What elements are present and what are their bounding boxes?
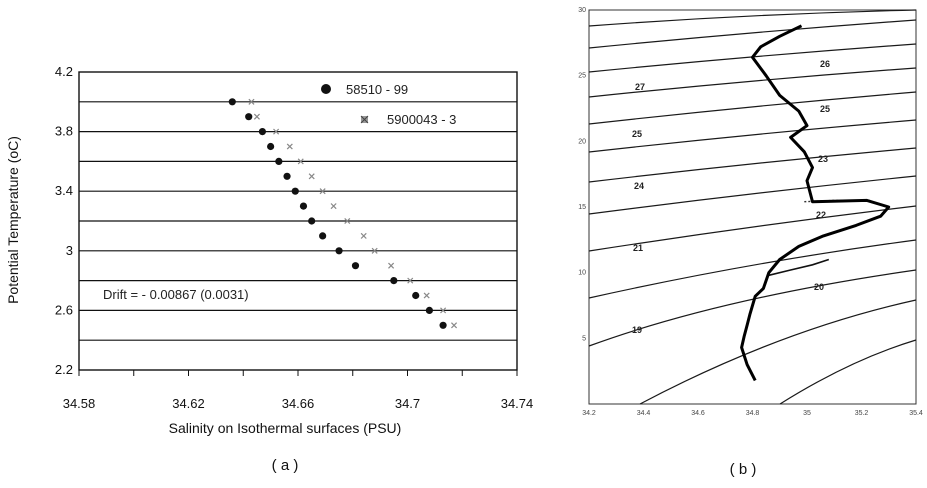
chart-b-y-ticks: 30 25 20 15 10 5 — [578, 7, 586, 342]
x-tick-label: 34.74 — [501, 396, 534, 411]
contour-label: 22 — [816, 210, 826, 220]
chart-b-isopycnals — [588, 9, 917, 405]
point-series-2 — [344, 217, 351, 225]
chart-b-ts-profile — [740, 24, 891, 382]
chart-b: 27 26 25 25 24 23 22 21 20 19 30 25 20 15 10… — [578, 7, 923, 478]
contour-label: 24 — [634, 181, 644, 191]
point-series-2 — [308, 173, 315, 180]
x-tick-label: 34.4 — [637, 410, 651, 417]
contour-label: 25 — [820, 104, 830, 114]
y-tick-label: 2.2 — [55, 362, 73, 377]
point-series-2 — [371, 247, 378, 254]
point-series-1 — [275, 157, 283, 165]
contour-label: 27 — [635, 82, 645, 92]
contour-label: 19 — [632, 325, 642, 335]
point-series-2 — [388, 262, 395, 269]
point-series-2 — [273, 128, 280, 135]
chart-b-contour-labels: 27 26 25 25 24 23 22 21 20 19 — [632, 59, 830, 335]
y-tick-label: 4.2 — [55, 64, 73, 79]
y-tick-label: 15 — [578, 204, 586, 211]
point-series-1 — [425, 306, 433, 314]
x-tick-label: 34.8 — [746, 410, 760, 417]
point-series-1 — [308, 217, 316, 225]
point-series-1 — [267, 142, 275, 151]
point-series-2 — [297, 158, 304, 165]
y-tick-label: 3 — [66, 243, 73, 258]
point-series-2 — [423, 292, 430, 299]
point-series-2 — [286, 143, 293, 150]
contour-label: 23 — [818, 154, 828, 164]
point-series-2 — [330, 203, 337, 210]
contour-label: 21 — [633, 243, 643, 253]
x-tick-label: 34.2 — [582, 410, 596, 417]
y-tick-label: 2.6 — [55, 302, 73, 317]
contour-label: 20 — [814, 282, 824, 292]
point-series-1 — [319, 232, 327, 240]
x-tick-label: 34.6 — [691, 410, 705, 417]
point-series-1 — [245, 113, 253, 121]
chart-a-x-ticks: 34.58 34.62 34.66 34.7 34.74 — [63, 370, 534, 411]
point-series-2 — [407, 277, 414, 284]
y-tick-label: 3.4 — [55, 183, 73, 198]
chart-a-legend: 58510 - 99 5900043 - 3 — [321, 82, 456, 127]
chart-a-y-axis-title: Potential Temperature (oC) — [5, 136, 21, 304]
chart-b-plot-frame — [588, 9, 917, 405]
chart-a-gridlines — [79, 101, 517, 341]
legend-label-series-1: 58510 - 99 — [346, 82, 408, 97]
x-tick-label: 35 — [803, 410, 811, 417]
y-tick-label: 3.8 — [55, 124, 73, 139]
chart-b-x-ticks: 34.2 34.4 34.6 34.8 35 35.2 35.4 — [582, 410, 923, 417]
contour-label: 26 — [820, 59, 830, 69]
point-series-1 — [228, 98, 236, 106]
legend-marker-series-1 — [321, 84, 331, 94]
x-tick-label: 35.2 — [855, 410, 869, 417]
legend-marker-series-2 — [360, 115, 369, 124]
y-tick-label: 20 — [578, 138, 586, 145]
point-series-1 — [291, 187, 299, 195]
x-tick-label: 34.58 — [63, 396, 96, 411]
legend-label-series-2: 5900043 - 3 — [387, 112, 456, 127]
chart-a-points — [228, 98, 458, 329]
point-series-2 — [248, 98, 255, 105]
panel-b-caption: ( b ) — [730, 461, 757, 478]
chart-a-drift-annotation: Drift = - 0.00867 (0.0031) — [103, 287, 249, 302]
y-tick-label: 10 — [578, 270, 586, 277]
chart-b-profile-branch — [768, 258, 830, 277]
point-series-1 — [258, 128, 267, 136]
x-tick-label: 34.62 — [172, 396, 205, 411]
point-series-2 — [253, 113, 260, 120]
point-series-2 — [451, 322, 458, 329]
contour-label: 25 — [632, 129, 642, 139]
point-series-1 — [439, 321, 447, 329]
point-series-1 — [351, 262, 360, 270]
x-tick-label: 35.4 — [909, 410, 923, 417]
point-series-1 — [412, 291, 420, 300]
point-series-1 — [335, 247, 343, 255]
y-tick-label: 5 — [582, 335, 586, 342]
y-tick-label: 25 — [578, 73, 586, 80]
point-series-1 — [390, 277, 398, 285]
point-series-1 — [299, 202, 308, 210]
point-series-1 — [283, 172, 291, 180]
point-series-2 — [360, 232, 367, 239]
y-tick-label: 30 — [578, 7, 586, 14]
chart-a-y-ticks: 2.2 2.6 3 3.4 3.8 4.2 — [55, 64, 73, 377]
chart-a: 2.2 2.6 3 3.4 3.8 4.2 34.58 34.62 34.66 34.7 34.7… — [5, 64, 533, 474]
point-series-2 — [319, 188, 326, 195]
point-series-2 — [440, 307, 447, 314]
panel-a-caption: ( a ) — [272, 457, 299, 474]
x-tick-label: 34.7 — [395, 396, 420, 411]
x-tick-label: 34.66 — [282, 396, 315, 411]
chart-a-x-axis-title: Salinity on Isothermal surfaces (PSU) — [169, 420, 402, 436]
